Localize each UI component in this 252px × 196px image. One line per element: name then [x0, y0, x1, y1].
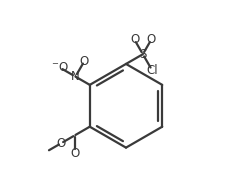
Text: O: O: [80, 55, 89, 68]
Text: O: O: [56, 137, 66, 150]
Text: S: S: [139, 48, 147, 61]
Text: O: O: [130, 33, 139, 46]
Text: O: O: [146, 33, 156, 46]
Text: Cl: Cl: [146, 64, 158, 77]
Text: O: O: [71, 147, 80, 160]
Text: $^{-}$O: $^{-}$O: [51, 61, 69, 74]
Text: N: N: [71, 70, 80, 83]
